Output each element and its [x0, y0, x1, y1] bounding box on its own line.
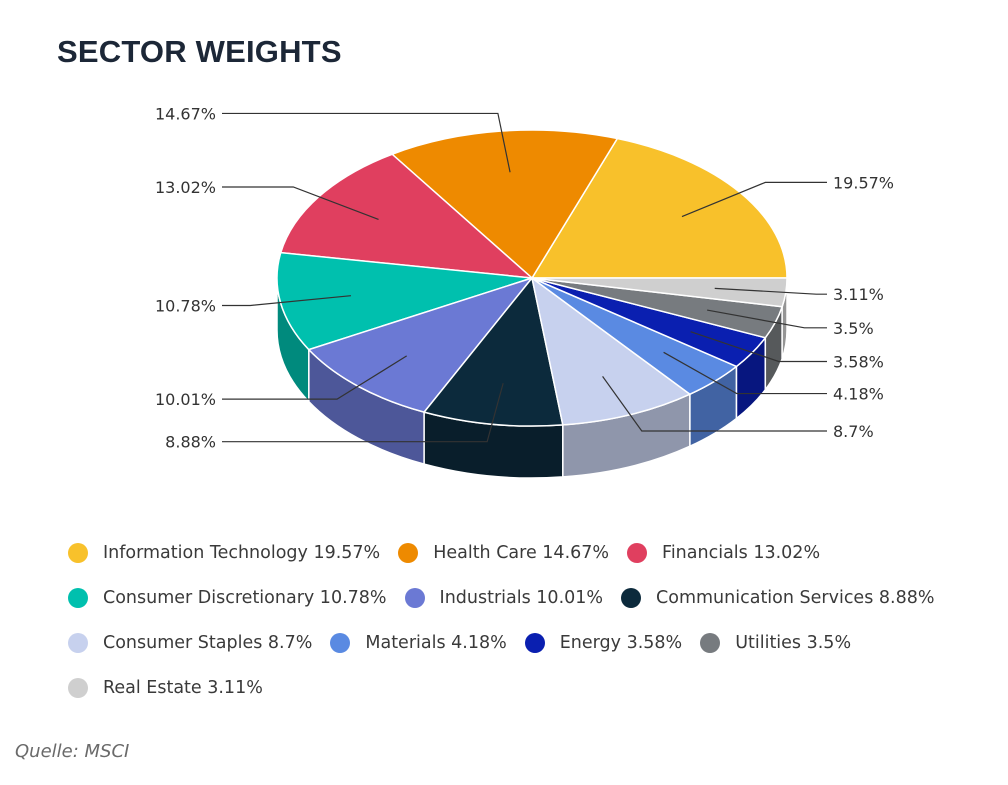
leader-line-health-care — [222, 112, 511, 173]
legend-swatch-financials — [627, 542, 648, 563]
legend-swatch-consumer-staples — [68, 632, 88, 653]
legend-label-energy: Energy 3.58% — [559, 632, 683, 653]
leader-line-communication-services — [222, 383, 504, 443]
data-label-health-care: 14.67% — [155, 104, 216, 123]
data-label-information-technology: 19.57% — [833, 173, 894, 192]
legend-swatch-information-technology — [68, 542, 88, 563]
data-label-materials: 4.18% — [833, 385, 884, 404]
legend-row: Consumer Staples 8.7% Materials 4.18% En… — [68, 620, 998, 665]
legend-swatch-health-care — [398, 542, 419, 563]
leader-line-consumer-discretionary — [222, 295, 351, 307]
legend-label-consumer-discretionary: Consumer Discretionary 10.78% — [103, 587, 387, 608]
legend-label-real-estate: Real Estate 3.11% — [103, 677, 263, 698]
data-label-financials: 13.02% — [155, 178, 216, 197]
legend-row: Real Estate 3.11% — [68, 665, 998, 710]
legend-item-energy: Energy 3.58% — [524, 632, 683, 653]
legend-item-materials: Materials 4.18% — [330, 632, 507, 653]
legend-swatch-utilities — [700, 632, 721, 653]
legend-label-consumer-staples: Consumer Staples 8.7% — [103, 632, 313, 653]
legend-label-health-care: Health Care 14.67% — [433, 542, 610, 563]
chart-title: SECTOR WEIGHTS — [57, 34, 342, 69]
legend-label-utilities: Utilities 3.5% — [735, 632, 852, 653]
legend-item-consumer-discretionary: Consumer Discretionary 10.78% — [68, 587, 387, 608]
legend-label-materials: Materials 4.18% — [365, 632, 507, 653]
data-label-real-estate: 3.11% — [833, 285, 884, 304]
legend-label-financials: Financials 13.02% — [662, 542, 821, 563]
pie-side-group — [276, 277, 788, 479]
data-label-consumer-discretionary: 10.78% — [155, 296, 216, 315]
legend-item-industrials: Industrials 10.01% — [404, 587, 604, 608]
legend-swatch-energy — [524, 632, 545, 653]
legend-item-health-care: Health Care 14.67% — [398, 542, 610, 563]
pie-labels-group: 19.57% 14.67% 13.02% 10.78% 10.01% 8.88% 8.7% 4… — [155, 104, 894, 451]
legend-item-information-technology: Information Technology 19.57% — [68, 542, 381, 563]
legend-item-communication-services: Communication Services 8.88% — [621, 587, 935, 608]
leader-line-materials — [663, 351, 827, 395]
legend-label-industrials: Industrials 10.01% — [439, 587, 604, 608]
legend-swatch-consumer-discretionary — [68, 587, 88, 608]
legend-row: Information Technology 19.57% Health Car… — [68, 530, 998, 575]
leader-line-utilities — [706, 309, 827, 329]
leader-line-energy — [690, 331, 827, 363]
legend-label-communication-services: Communication Services 8.88% — [656, 587, 935, 608]
legend-row: Consumer Discretionary 10.78% Industrial… — [68, 575, 998, 620]
leader-line-financials — [222, 186, 379, 221]
legend-item-consumer-staples: Consumer Staples 8.7% — [68, 632, 313, 653]
pie-chart: 19.57% 14.67% 13.02% 10.78% 10.01% 8.88% 8.7% 4… — [155, 104, 894, 479]
data-label-utilities: 3.5% — [833, 319, 874, 338]
leader-line-information-technology — [681, 181, 827, 218]
leader-line-industrials — [222, 355, 408, 400]
legend-swatch-communication-services — [621, 587, 642, 608]
data-label-consumer-staples: 8.7% — [833, 422, 874, 441]
leader-line-consumer-staples — [602, 376, 827, 432]
legend-item-financials: Financials 13.02% — [627, 542, 821, 563]
data-label-communication-services: 8.88% — [165, 433, 216, 452]
legend-swatch-industrials — [404, 587, 425, 608]
data-label-industrials: 10.01% — [155, 390, 216, 409]
source-note: Quelle: MSCI — [15, 741, 130, 762]
legend-item-utilities: Utilities 3.5% — [700, 632, 852, 653]
legend-item-real-estate: Real Estate 3.11% — [68, 677, 263, 698]
legend-swatch-materials — [330, 632, 351, 653]
legend-label-information-technology: Information Technology 19.57% — [103, 542, 381, 563]
pie-top-group — [276, 129, 788, 427]
data-label-energy: 3.58% — [833, 352, 884, 371]
leader-line-real-estate — [714, 287, 827, 295]
legend-swatch-real-estate — [68, 677, 88, 698]
chart-legend: Information Technology 19.57% Health Car… — [68, 530, 998, 710]
